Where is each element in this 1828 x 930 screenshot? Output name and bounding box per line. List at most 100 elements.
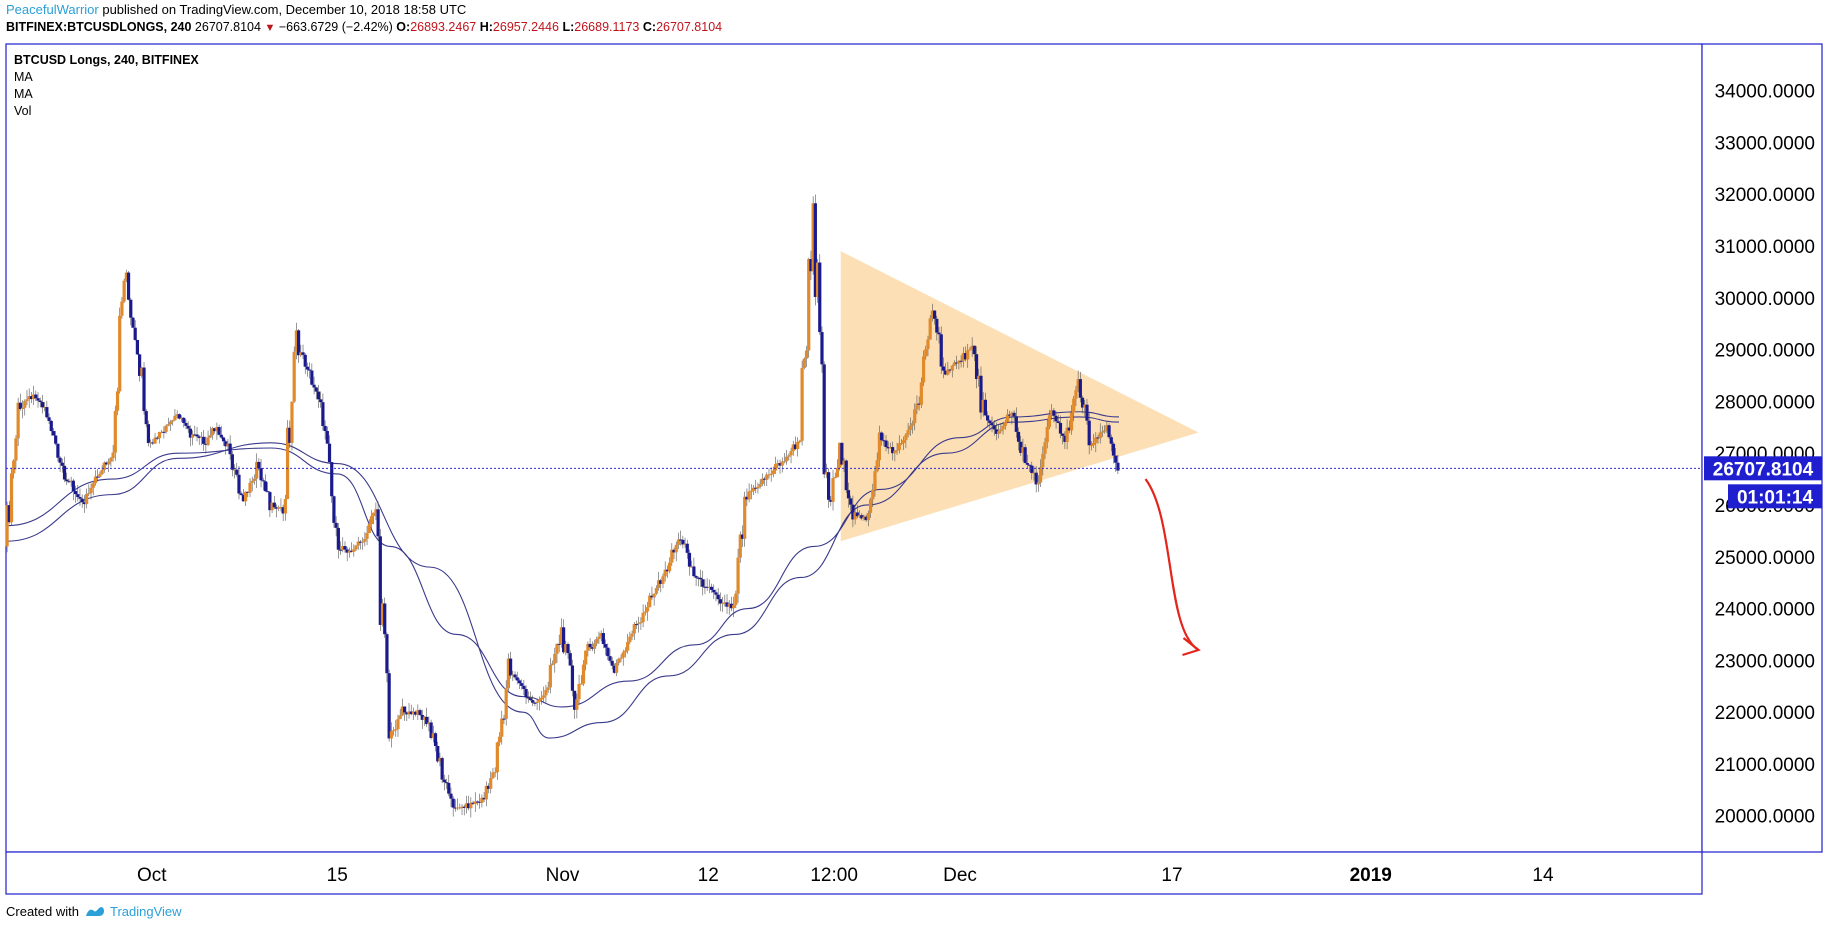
candle-body [928, 318, 932, 340]
candle-body [734, 593, 738, 605]
candle-body [1107, 425, 1111, 438]
candle-body [228, 443, 232, 455]
candle-body [747, 491, 751, 500]
last-price-tag [1704, 456, 1822, 481]
candle-body [674, 544, 678, 553]
moving-averages [5, 411, 1120, 739]
candle-body [760, 478, 764, 485]
candle-body [683, 543, 687, 545]
candle-body [758, 484, 762, 487]
candle-body [350, 550, 354, 552]
moving-average-line [5, 416, 1120, 739]
open-value: 26893.2467 [410, 20, 477, 34]
candle-body [944, 370, 948, 375]
candle-body [619, 657, 623, 659]
candle-body [612, 665, 616, 673]
candle-body [493, 772, 497, 774]
candle-body [160, 431, 164, 433]
candle-body [623, 650, 628, 653]
candle-body [43, 407, 47, 409]
candle-body [882, 440, 886, 442]
candle-body [986, 415, 990, 421]
candle-body [113, 410, 117, 453]
candle-body [104, 462, 109, 465]
candle-body [645, 607, 650, 612]
candle-body [815, 262, 820, 297]
candle-body [765, 474, 769, 480]
candle-body [904, 434, 908, 441]
candle-body [588, 643, 592, 648]
candle-body [1067, 427, 1071, 431]
candle-body [842, 460, 846, 465]
candle-body [383, 603, 387, 635]
candle-body [226, 443, 230, 447]
candle-body [672, 549, 676, 553]
candle-body [857, 515, 862, 517]
candle-body [385, 634, 389, 674]
candle-body [915, 403, 919, 410]
candle-body [87, 493, 91, 495]
candle-body [327, 443, 332, 463]
candle-body [230, 454, 234, 470]
candle-body [873, 471, 877, 490]
candle-body [274, 507, 279, 509]
candle-body [272, 502, 276, 508]
candle-body [115, 391, 120, 411]
candle-body [411, 711, 416, 715]
price-axis[interactable] [1701, 43, 1823, 853]
candle-body [436, 745, 440, 762]
candle-body [539, 697, 544, 700]
candle-body [376, 509, 380, 537]
price-chart[interactable]: BTCUSD Longs, 240, BITFINEX MA MA Vol 20… [0, 0, 1828, 900]
tradingview-logo-icon [85, 907, 104, 916]
candle-body [266, 491, 270, 493]
countdown-tag-label: 01:01:14 [1737, 487, 1813, 508]
candle-body [67, 481, 71, 483]
candle-body [338, 549, 343, 551]
legend-ma-2: MA [14, 87, 33, 101]
candle-body [288, 427, 292, 443]
candle-body [464, 803, 469, 808]
author-link[interactable]: PeacefulWarrior [6, 2, 99, 17]
candle-body [716, 594, 720, 600]
candle-body [555, 643, 559, 654]
candle-body [617, 658, 621, 663]
candle-body [179, 417, 184, 419]
candle-body [924, 349, 928, 357]
candle-body [714, 592, 718, 595]
candle-body [389, 731, 393, 739]
candle-body [341, 546, 345, 550]
candle-body [736, 557, 740, 594]
candle-body [486, 785, 491, 789]
candle-body [957, 360, 961, 364]
candle-body [186, 425, 190, 429]
candle-body [637, 623, 641, 625]
candle-body [639, 622, 643, 624]
candle-body [827, 472, 831, 500]
candle-body [325, 431, 329, 444]
candle-body [502, 718, 506, 720]
candle-body [279, 507, 283, 509]
candle-body [299, 352, 303, 356]
candle-body [791, 444, 795, 452]
candle-body [992, 425, 996, 430]
countdown-tag [1728, 484, 1822, 509]
candle-body [615, 662, 619, 673]
candle-body [146, 424, 151, 444]
candle-body [162, 431, 166, 433]
candle-body [575, 699, 579, 710]
candle-body [16, 402, 20, 439]
bearish-arrow-drawing[interactable] [1144, 478, 1201, 657]
candle-body [12, 460, 16, 474]
candle-body [345, 549, 349, 553]
candle-body [531, 700, 535, 703]
candle-body [213, 428, 217, 432]
price-tick-label: 21000.0000 [1715, 755, 1815, 776]
tradingview-brand-link[interactable]: TradingView [110, 904, 182, 919]
candle-body [562, 627, 566, 653]
candle-body [56, 443, 60, 458]
time-axis[interactable] [5, 851, 1703, 895]
candle-body [27, 396, 31, 400]
candle-body [418, 710, 422, 715]
candle-body [232, 469, 237, 471]
